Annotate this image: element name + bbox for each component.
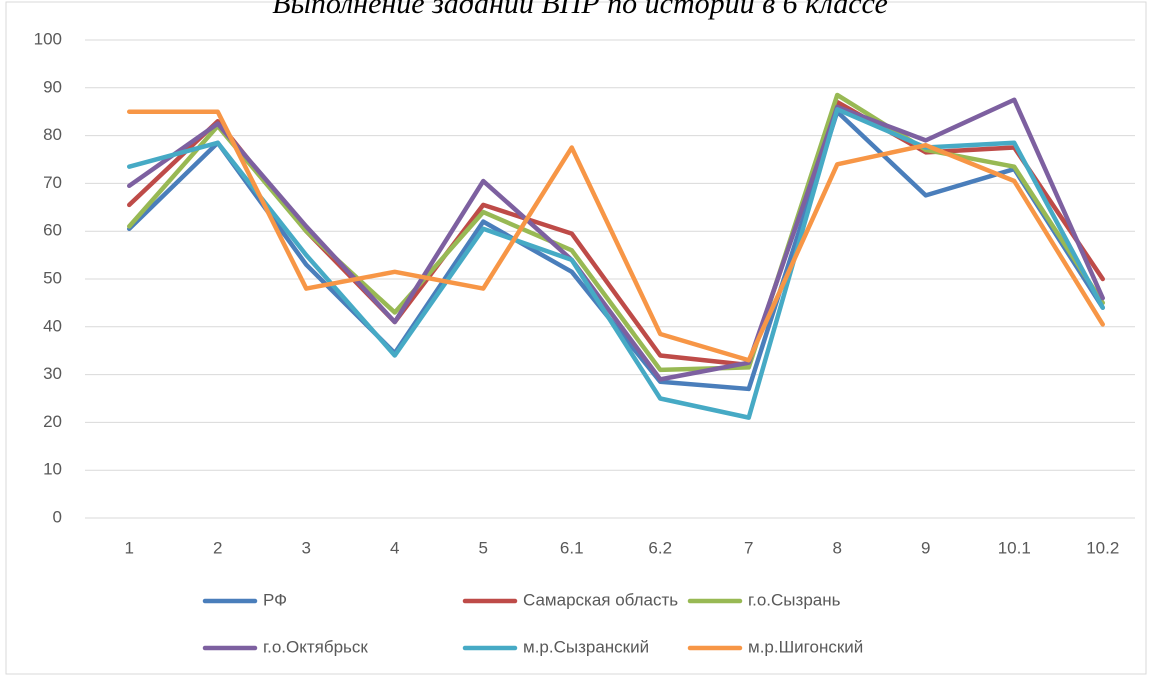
legend-label: м.р.Сызранский bbox=[523, 637, 649, 656]
y-tick-label: 80 bbox=[43, 125, 62, 144]
y-tick-label: 70 bbox=[43, 173, 62, 192]
x-tick-label: 2 bbox=[213, 538, 222, 557]
y-tick-label: 10 bbox=[43, 460, 62, 479]
y-tick-label: 60 bbox=[43, 221, 62, 240]
y-tick-label: 20 bbox=[43, 412, 62, 431]
series-line bbox=[127, 107, 1105, 420]
x-tick-label: 1 bbox=[125, 538, 134, 557]
x-tick-label: 3 bbox=[302, 538, 311, 557]
x-tick-label: 10.2 bbox=[1086, 538, 1119, 557]
legend-label: г.о.Октябрьск bbox=[263, 637, 368, 656]
y-tick-label: 30 bbox=[43, 364, 62, 383]
y-tick-label: 50 bbox=[43, 268, 62, 287]
x-tick-label: 6.1 bbox=[560, 538, 584, 557]
legend-label: г.о.Сызрань bbox=[748, 590, 841, 609]
x-tick-label: 4 bbox=[390, 538, 399, 557]
legend-label: Самарская область bbox=[523, 590, 678, 609]
x-tick-label: 5 bbox=[479, 538, 488, 557]
x-tick-label: 10.1 bbox=[998, 538, 1031, 557]
x-tick-label: 7 bbox=[744, 538, 753, 557]
chart-title: Выполнение заданий ВПР по истории в 6 кл… bbox=[272, 0, 888, 20]
x-tick-label: 8 bbox=[833, 538, 842, 557]
y-tick-label: 0 bbox=[53, 507, 62, 526]
y-tick-label: 100 bbox=[34, 29, 62, 48]
y-tick-label: 90 bbox=[43, 77, 62, 96]
series-line bbox=[127, 97, 1105, 382]
legend-label: РФ bbox=[263, 590, 287, 609]
x-tick-label: 9 bbox=[921, 538, 930, 557]
series-line bbox=[127, 109, 1105, 392]
y-tick-label: 40 bbox=[43, 316, 62, 335]
chart-frame bbox=[5, 1, 1147, 675]
legend-label: м.р.Шигонский bbox=[748, 637, 863, 656]
x-tick-label: 6.2 bbox=[648, 538, 672, 557]
series-line bbox=[127, 109, 1105, 363]
